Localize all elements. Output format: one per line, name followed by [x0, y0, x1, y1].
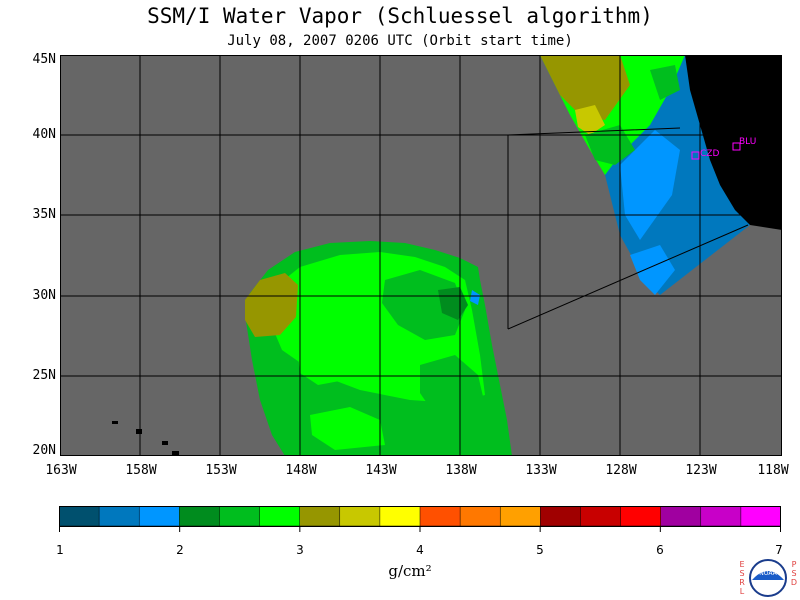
colorbar-swatch: [700, 506, 742, 527]
lon-label-143w: 143W: [365, 463, 397, 478]
colorbar-tick-6: 6: [656, 543, 664, 557]
colorbar-swatch: [379, 506, 421, 527]
colorbar-swatch: [259, 506, 301, 527]
page-subtitle: July 08, 2007 0206 UTC (Orbit start time…: [227, 33, 573, 49]
esrl-letters: E S R L: [739, 560, 745, 596]
colorbar-swatch: [459, 506, 501, 527]
lon-label-118w: 118W: [757, 463, 789, 478]
station-marker-blu: [732, 142, 741, 151]
colorbar-swatch: [59, 506, 100, 527]
colorbar-tick-5: 5: [536, 543, 544, 557]
colorbar-tick-3: 3: [296, 543, 304, 557]
lon-label-138w: 138W: [445, 463, 477, 478]
hawaiian-islands: [112, 421, 179, 456]
colorbar-swatch: [179, 506, 221, 527]
colorbar-swatch: [138, 506, 181, 527]
colorbar-swatch: [98, 506, 140, 527]
colorbar-swatch: [660, 506, 702, 527]
lon-label-163w: 163W: [45, 463, 77, 478]
lat-label-35n: 35N: [32, 207, 56, 222]
lat-label-45n: 45N: [32, 52, 56, 67]
boundary-lines: [507, 127, 749, 330]
colorbar-swatch: [620, 506, 662, 527]
station-markers: CZD BLU: [691, 137, 756, 160]
lon-label-158w: 158W: [125, 463, 157, 478]
noaa-logo: NOAA: [749, 559, 787, 597]
colorbar-swatch: [740, 506, 781, 527]
colorbar-swatch: [219, 506, 261, 527]
lat-label-25n: 25N: [32, 368, 56, 383]
lat-label-20n: 20N: [32, 443, 56, 458]
colorbar-tick-4: 4: [416, 543, 424, 557]
map-frame: [60, 55, 782, 456]
station-label-blu: BLU: [739, 137, 756, 147]
lon-label-148w: 148W: [285, 463, 317, 478]
psd-letters: P S D: [790, 560, 798, 587]
station-label-czd: CZD: [700, 149, 719, 159]
water-vapor-map: CZD BLU: [60, 55, 782, 456]
colorbar-swatch: [540, 506, 582, 527]
colorbar-unit-label: g/cm²: [388, 562, 432, 580]
colorbar: [59, 506, 781, 532]
colorbar-tick-1: 1: [56, 543, 64, 557]
lon-label-153w: 153W: [205, 463, 237, 478]
lat-label-30n: 30N: [32, 288, 56, 303]
lat-label-40n: 40N: [32, 127, 56, 142]
colorbar-swatch: [419, 506, 461, 527]
colorbar-swatch: [299, 506, 341, 527]
lon-label-133w: 133W: [525, 463, 557, 478]
lon-label-123w: 123W: [685, 463, 717, 478]
colorbar-tick-7: 7: [775, 543, 783, 557]
station-marker-czd: [691, 151, 700, 160]
colorbar-swatch: [499, 506, 542, 527]
graticule: [60, 55, 782, 456]
southern-swath: [245, 241, 512, 456]
noaa-logo-text: NOAA: [759, 570, 777, 577]
colorbar-swatch: [580, 506, 622, 527]
colorbar-swatch: [339, 506, 381, 527]
lon-label-128w: 128W: [605, 463, 637, 478]
page-title: SSM/I Water Vapor (Schluessel algorithm): [147, 4, 653, 28]
colorbar-tick-2: 2: [176, 543, 184, 557]
